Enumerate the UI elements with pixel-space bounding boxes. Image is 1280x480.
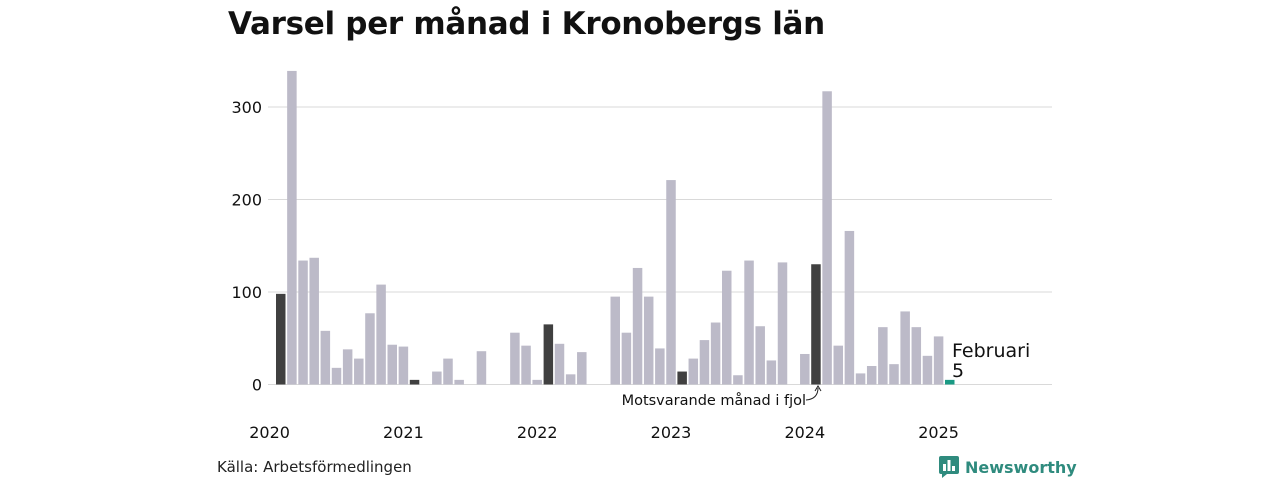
bar-2024-09 <box>889 364 899 385</box>
bar-2020-04 <box>298 260 308 385</box>
bar-2021-12 <box>521 345 531 385</box>
bar-2024-01 <box>800 353 810 385</box>
bar-2022-05 <box>577 352 587 385</box>
bar-2024-03 <box>822 91 832 385</box>
bar-2023-10 <box>766 360 777 385</box>
bar-2020-05 <box>309 257 319 385</box>
bar-2020-10 <box>365 313 375 385</box>
bar-2022-10 <box>632 267 643 385</box>
chart-title: Varsel per månad i Kronobergs län <box>228 6 825 42</box>
bar-2021-02 <box>409 379 420 385</box>
bar-2025-02 <box>945 379 955 385</box>
bar-2023-08 <box>744 260 754 385</box>
bar-2024-06 <box>855 373 866 385</box>
bar-2023-06 <box>722 270 732 385</box>
bar-2022-04 <box>565 374 576 385</box>
bar-2024-07 <box>866 366 877 385</box>
bar-2024-11 <box>911 327 922 385</box>
bar-2024-05 <box>844 230 855 385</box>
bar-2020-02 <box>276 293 286 385</box>
x-axis-ticks: 2020 2021 2022 2023 2024 2025 <box>249 423 959 442</box>
bar-2023-07 <box>733 375 743 385</box>
bar-2021-06 <box>454 379 464 385</box>
bar-2022-03 <box>554 343 565 385</box>
bar-2023-04 <box>699 340 710 385</box>
bar-2023-05 <box>710 322 721 385</box>
bar-2022-12 <box>655 348 665 385</box>
current-value-label: 5 <box>952 360 964 382</box>
bar-2021-05 <box>443 358 453 385</box>
bar-2024-04 <box>833 345 843 385</box>
bar-2024-12 <box>922 355 933 385</box>
newsworthy-logo-icon <box>939 456 959 478</box>
bar-2021-04 <box>432 371 442 385</box>
y-tick-label: 200 <box>231 191 262 210</box>
x-tick-label: 2022 <box>517 423 558 442</box>
previous-year-arrowhead <box>814 385 822 392</box>
bar-2024-10 <box>900 311 910 385</box>
current-month-label: Februari <box>952 340 1030 362</box>
y-axis-ticks: 0 100 200 300 <box>231 98 262 395</box>
previous-year-arrow <box>805 387 819 401</box>
bar-2022-09 <box>621 332 632 385</box>
x-tick-label: 2020 <box>249 423 290 442</box>
bar-2021-08 <box>476 351 487 385</box>
bar-2024-02 <box>811 264 821 385</box>
bar-2023-11 <box>777 262 788 385</box>
bar-2024-08 <box>878 327 888 385</box>
brand-logo: Newsworthy <box>938 455 1077 479</box>
y-tick-label: 0 <box>252 376 262 395</box>
bar-2023-03 <box>688 358 699 385</box>
bar-2023-01 <box>666 180 676 385</box>
x-tick-label: 2025 <box>918 423 959 442</box>
y-tick-label: 300 <box>231 98 262 117</box>
bar-2020-07 <box>331 367 342 385</box>
bar-2021-11 <box>510 332 520 385</box>
x-tick-label: 2021 <box>383 423 424 442</box>
bar-2020-03 <box>287 70 297 385</box>
previous-year-label: Motsvarande månad i fjol <box>622 392 806 409</box>
source-note: Källa: Arbetsförmedlingen <box>217 458 412 476</box>
brand-name: Newsworthy <box>965 457 1077 477</box>
bar-2022-11 <box>643 296 654 385</box>
bar-2022-01 <box>532 379 542 385</box>
bar-2020-11 <box>376 284 386 385</box>
x-tick-label: 2023 <box>651 423 692 442</box>
bar-2022-02 <box>543 324 554 385</box>
bar-2022-08 <box>610 296 620 385</box>
annotations: Februari 5 Motsvarande månad i fjol <box>622 340 1031 409</box>
bar-2023-02 <box>677 371 687 385</box>
bar-2023-09 <box>755 326 765 385</box>
bar-2020-08 <box>342 349 353 385</box>
bar-2025-01 <box>933 336 944 385</box>
bar-2020-12 <box>387 344 397 385</box>
bars <box>276 70 955 385</box>
x-tick-label: 2024 <box>784 423 825 442</box>
y-tick-label: 100 <box>231 283 262 302</box>
bar-2021-01 <box>398 346 409 385</box>
bar-2020-09 <box>354 358 364 385</box>
bar-2020-06 <box>320 330 331 385</box>
